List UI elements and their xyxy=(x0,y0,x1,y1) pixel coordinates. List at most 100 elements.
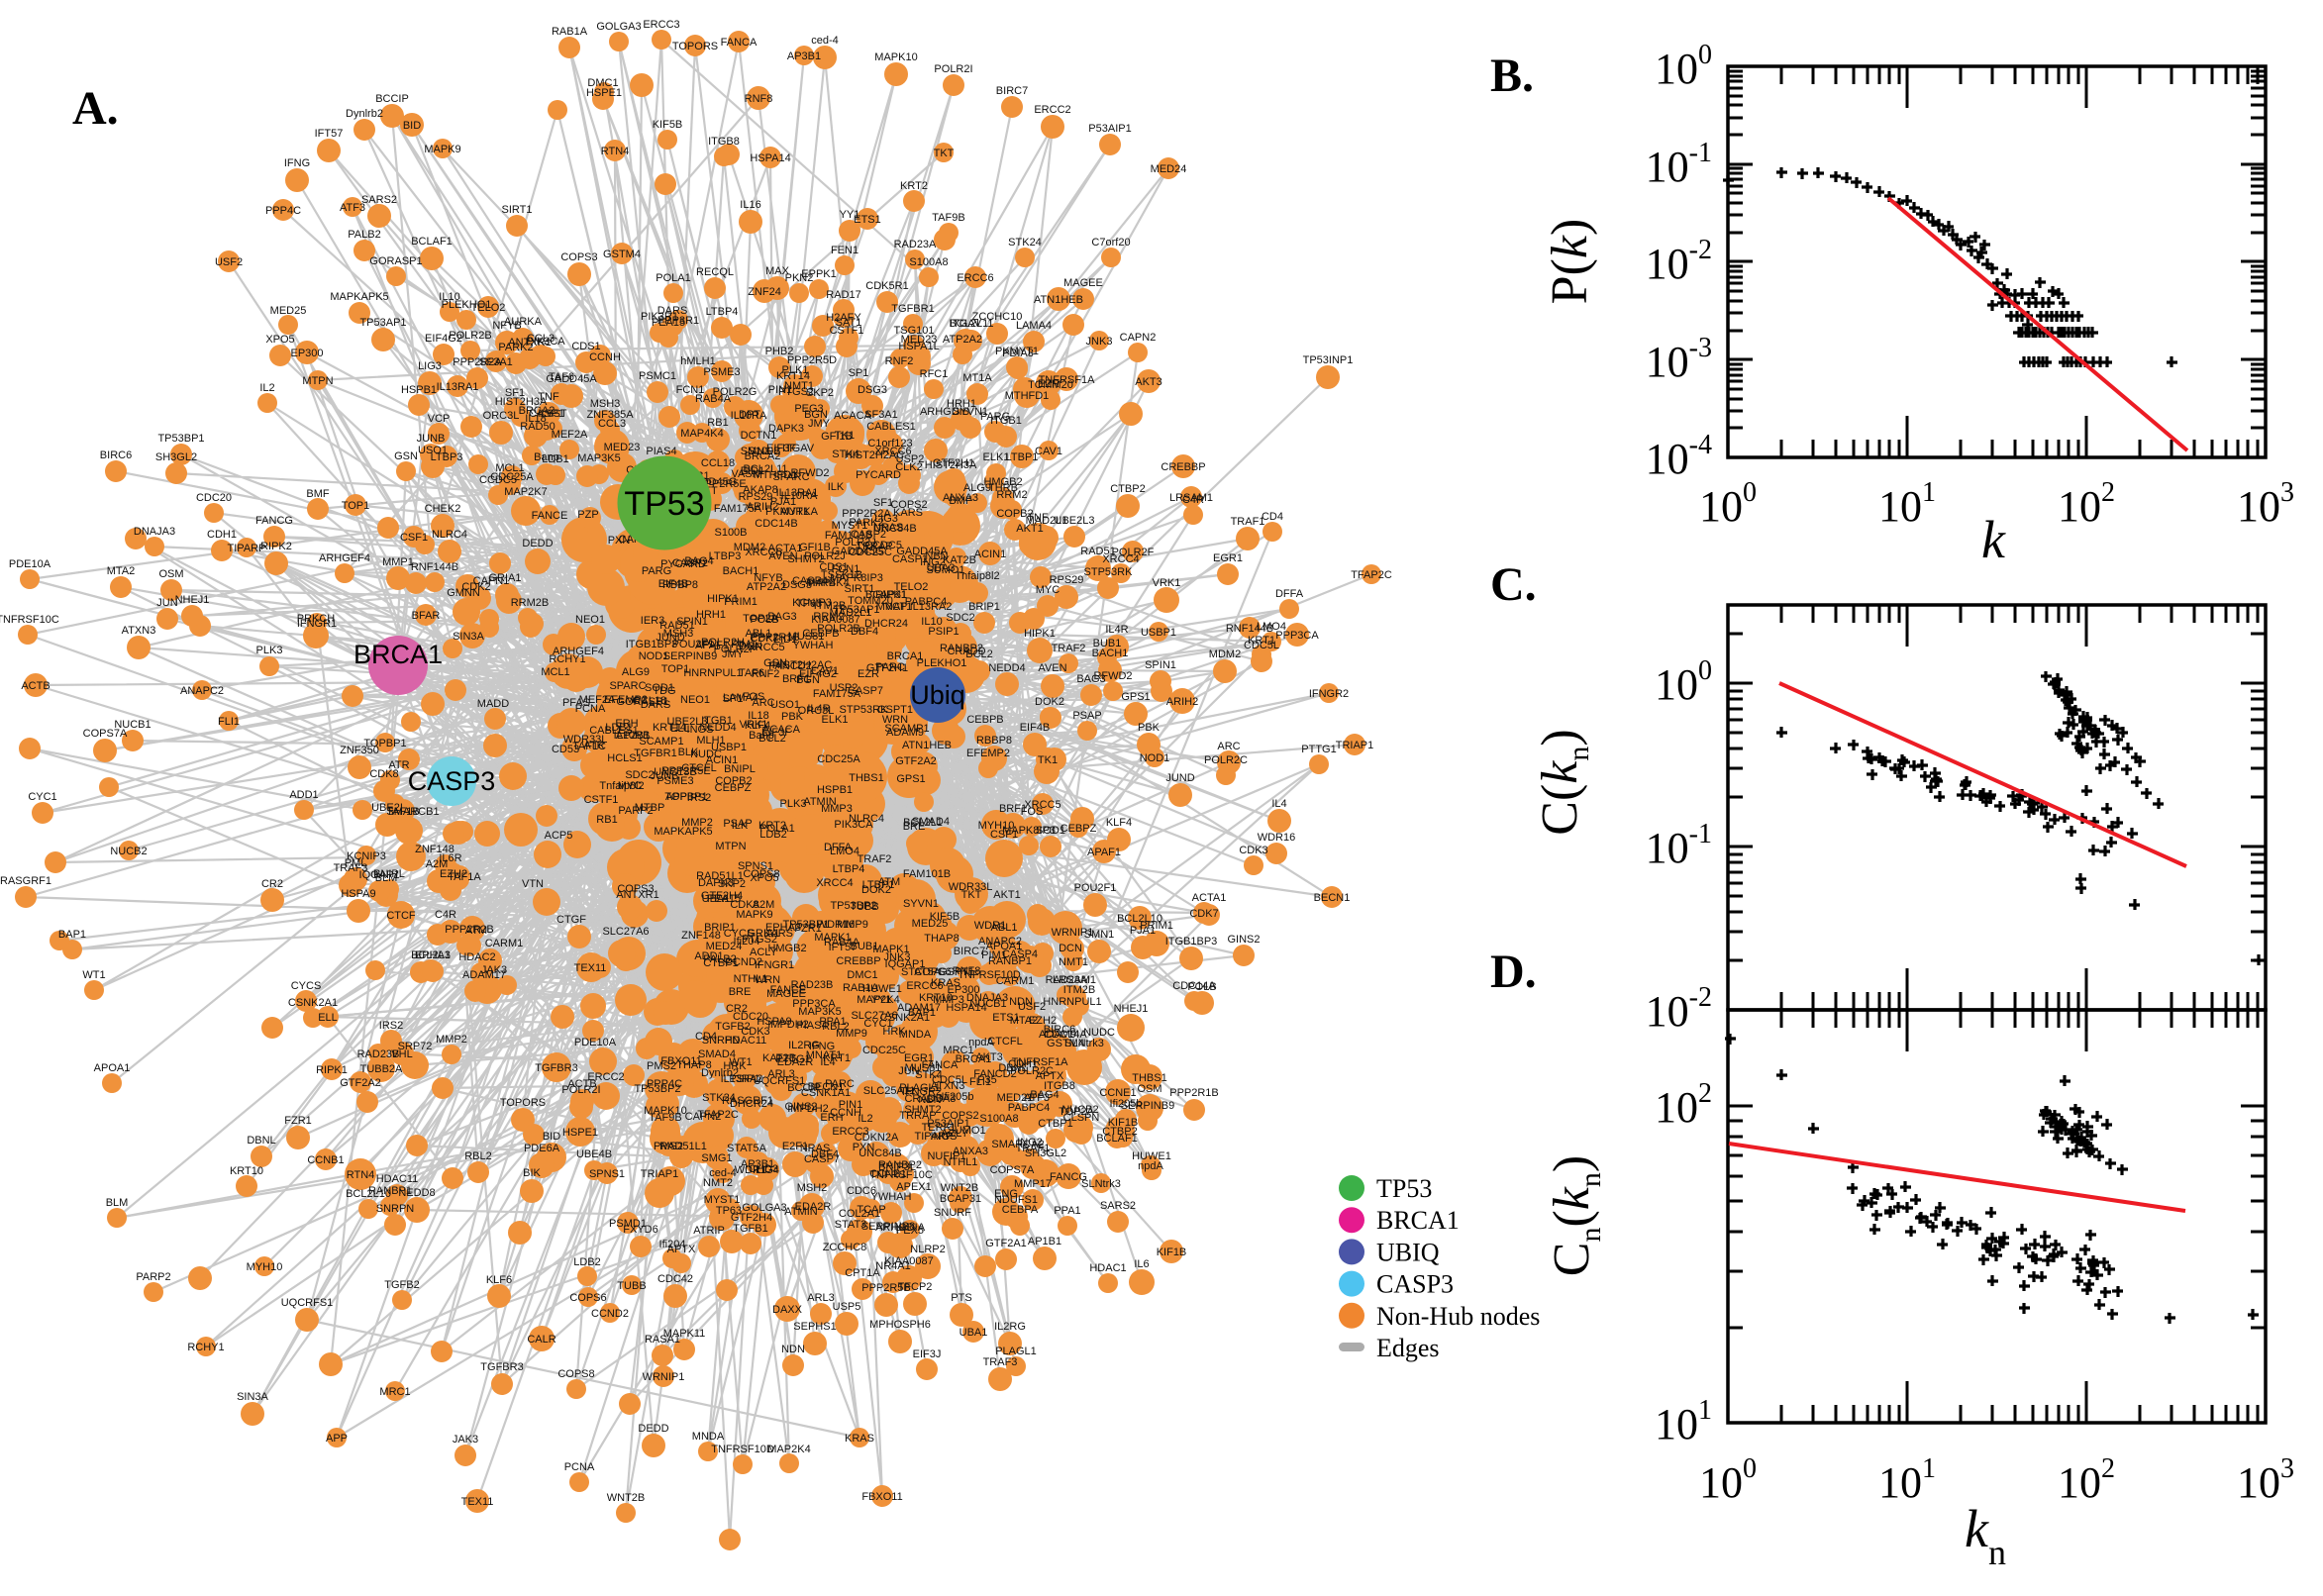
svg-text:RBL2: RBL2 xyxy=(464,1150,492,1162)
svg-text:SH3GL2: SH3GL2 xyxy=(155,451,197,463)
svg-text:BRE: BRE xyxy=(729,986,752,998)
svg-text:POLA1: POLA1 xyxy=(656,272,690,284)
svg-text:PARG: PARG xyxy=(642,565,671,577)
svg-text:COPS3: COPS3 xyxy=(560,251,597,263)
svg-text:THBS1: THBS1 xyxy=(1132,1072,1166,1084)
svg-text:GSTM4: GSTM4 xyxy=(603,249,641,260)
svg-text:TAF6: TAF6 xyxy=(739,667,764,679)
svg-text:MNDA: MNDA xyxy=(692,1431,725,1443)
svg-text:ORC3L: ORC3L xyxy=(483,410,520,422)
svg-text:HSPA9: HSPA9 xyxy=(341,888,375,900)
svg-text:DNAJA3: DNAJA3 xyxy=(134,526,175,538)
svg-text:HDAC11: HDAC11 xyxy=(376,1173,419,1185)
svg-text:CCNB1: CCNB1 xyxy=(307,1154,344,1166)
svg-text:ITM2B: ITM2B xyxy=(1063,984,1095,996)
svg-text:NDUFS1: NDUFS1 xyxy=(994,1194,1038,1206)
svg-text:CREBBP: CREBBP xyxy=(836,955,880,967)
svg-text:TFAP2C: TFAP2C xyxy=(697,1109,739,1121)
svg-text:DMC1: DMC1 xyxy=(847,969,877,981)
svg-text:B.: B. xyxy=(1490,50,1534,102)
svg-text:EIF3J: EIF3J xyxy=(913,1348,942,1360)
svg-text:DBNL: DBNL xyxy=(247,1135,275,1147)
svg-text:THBS1: THBS1 xyxy=(849,772,883,784)
svg-text:GPS1: GPS1 xyxy=(1121,691,1150,703)
svg-text:LDB2: LDB2 xyxy=(573,1256,601,1268)
svg-text:CDK8: CDK8 xyxy=(369,768,398,780)
svg-text:ACLY: ACLY xyxy=(941,1128,969,1140)
svg-text:ATMIN: ATMIN xyxy=(803,796,836,808)
svg-text:BRCA2: BRCA2 xyxy=(745,450,781,462)
svg-text:AKAP8: AKAP8 xyxy=(743,484,777,496)
svg-text:WDR33L: WDR33L xyxy=(949,881,993,893)
svg-text:BCLAF1: BCLAF1 xyxy=(1096,1133,1138,1145)
svg-text:SIRT1: SIRT1 xyxy=(502,204,533,216)
svg-text:RAD51L1: RAD51L1 xyxy=(696,870,744,882)
svg-text:FAM175A: FAM175A xyxy=(714,503,762,515)
svg-text:C(kn): C(kn) xyxy=(1532,729,1595,835)
svg-text:MYH10: MYH10 xyxy=(247,1261,283,1273)
svg-text:BIRC7: BIRC7 xyxy=(996,85,1028,97)
svg-text:PARC: PARC xyxy=(825,1078,855,1090)
svg-text:PALB2: PALB2 xyxy=(703,953,736,965)
svg-text:CDK3: CDK3 xyxy=(1239,845,1267,856)
svg-text:USF2: USF2 xyxy=(215,256,243,268)
svg-text:DAXX: DAXX xyxy=(772,1304,803,1316)
svg-text:TEX11: TEX11 xyxy=(574,962,607,974)
svg-text:ZNF385A: ZNF385A xyxy=(586,409,634,421)
svg-text:HRK: HRK xyxy=(723,1060,747,1072)
svg-text:NUCB2: NUCB2 xyxy=(110,846,147,857)
svg-text:STK24: STK24 xyxy=(1008,237,1042,249)
svg-text:ced-4: ced-4 xyxy=(811,35,839,47)
svg-text:EIF4B: EIF4B xyxy=(1020,722,1051,734)
svg-text:ZCCHC8: ZCCHC8 xyxy=(823,1242,867,1253)
svg-text:HSPB1: HSPB1 xyxy=(401,384,437,396)
svg-text:CSF1: CSF1 xyxy=(400,532,428,544)
svg-text:EIF4B: EIF4B xyxy=(658,578,689,590)
svg-text:npdA: npdA xyxy=(1138,1160,1163,1172)
svg-text:TGFBR3: TGFBR3 xyxy=(480,1361,523,1373)
svg-text:CTBP2: CTBP2 xyxy=(1110,483,1145,495)
svg-text:NEO1: NEO1 xyxy=(575,614,605,626)
svg-text:Ifi204: Ifi204 xyxy=(659,1239,686,1250)
svg-text:CTCF: CTCF xyxy=(386,910,416,922)
svg-text:IFNG: IFNG xyxy=(284,157,310,169)
svg-text:RNF144B: RNF144B xyxy=(1226,623,1273,635)
svg-text:CEBPB: CEBPB xyxy=(966,714,1003,726)
svg-text:Tnfaip8l2: Tnfaip8l2 xyxy=(599,780,644,792)
svg-text:DEDD: DEDD xyxy=(522,538,553,549)
svg-text:KCNIP3: KCNIP3 xyxy=(347,850,386,862)
svg-text:NHEJ1: NHEJ1 xyxy=(175,594,210,606)
svg-text:ZNF148: ZNF148 xyxy=(415,844,454,855)
svg-text:USBP1: USBP1 xyxy=(711,742,747,753)
svg-text:MCL1: MCL1 xyxy=(495,462,524,474)
svg-text:NEDD4: NEDD4 xyxy=(699,722,736,734)
svg-text:ERCC3: ERCC3 xyxy=(643,19,679,31)
svg-text:NEDD4: NEDD4 xyxy=(988,662,1025,674)
svg-text:NOD1: NOD1 xyxy=(1140,752,1170,764)
svg-text:IRS2: IRS2 xyxy=(379,1020,403,1032)
svg-text:MTA2: MTA2 xyxy=(107,565,136,577)
svg-text:UBA1: UBA1 xyxy=(960,1327,988,1339)
svg-text:CTBP1: CTBP1 xyxy=(1038,1118,1072,1130)
svg-text:MAP2K7: MAP2K7 xyxy=(504,486,547,498)
svg-text:GFI1B: GFI1B xyxy=(821,431,853,443)
svg-text:ARL3: ARL3 xyxy=(767,1068,795,1080)
svg-text:PIN1: PIN1 xyxy=(768,384,792,396)
svg-text:CD4: CD4 xyxy=(1262,511,1283,523)
svg-text:CD4: CD4 xyxy=(695,1031,717,1043)
svg-text:KRT2: KRT2 xyxy=(900,180,928,192)
svg-text:RAD23B: RAD23B xyxy=(357,1048,400,1060)
svg-text:TAF9B: TAF9B xyxy=(932,212,964,224)
svg-text:ITGB1BP3: ITGB1BP3 xyxy=(1165,936,1218,948)
svg-text:GADD45A: GADD45A xyxy=(546,373,597,385)
svg-text:LTBP4: LTBP4 xyxy=(706,306,739,318)
svg-text:RTN4: RTN4 xyxy=(347,1169,375,1181)
svg-text:FAM101B: FAM101B xyxy=(903,868,951,880)
svg-text:TK1: TK1 xyxy=(1038,754,1058,766)
svg-text:RASGRF1: RASGRF1 xyxy=(0,875,51,887)
svg-text:NHEJ1: NHEJ1 xyxy=(1114,1003,1149,1015)
svg-text:BRCA1: BRCA1 xyxy=(354,640,443,669)
svg-text:ERCC6: ERCC6 xyxy=(957,272,993,284)
svg-text:KRT14: KRT14 xyxy=(653,722,686,734)
svg-text:POU2F1: POU2F1 xyxy=(1074,882,1117,894)
